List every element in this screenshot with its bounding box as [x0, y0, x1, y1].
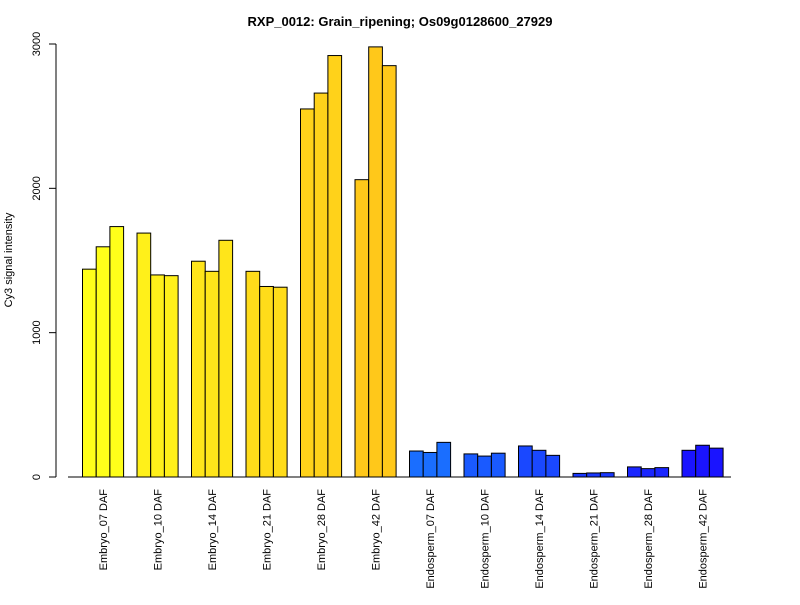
category-label: Endosperm_10 DAF	[480, 489, 492, 589]
bar	[490, 452, 506, 478]
bar	[518, 445, 533, 478]
bar	[436, 441, 452, 478]
bar	[245, 270, 261, 478]
bar	[136, 232, 152, 478]
bar	[572, 472, 588, 478]
bar	[708, 447, 724, 478]
y-axis: 0 1000 2000 3000	[31, 32, 57, 480]
bar	[531, 449, 547, 478]
bar	[586, 472, 601, 478]
category-label: Embryo_14 DAF	[207, 489, 219, 571]
bar	[599, 472, 615, 478]
bar	[627, 466, 642, 478]
bar	[545, 454, 561, 478]
category-label: Embryo_10 DAF	[153, 489, 165, 571]
y-axis-label: Cy3 signal intensity	[3, 212, 15, 307]
bar	[368, 46, 383, 478]
bar	[150, 274, 165, 478]
y-tick-label: 1000	[31, 320, 43, 344]
bar	[409, 450, 424, 478]
bar	[463, 453, 479, 478]
bar	[272, 286, 288, 478]
category-label: Embryo_28 DAF	[316, 489, 328, 571]
chart-title: RXP_0012: Grain_ripening; Os09g0128600_2…	[248, 14, 553, 29]
category-label: Endosperm_21 DAF	[589, 489, 601, 589]
category-label: Embryo_21 DAF	[262, 489, 274, 571]
bar	[259, 285, 274, 478]
y-tick-label: 2000	[31, 176, 43, 200]
category-labels: Embryo_07 DAF Embryo_10 DAF Embryo_14 DAF E…	[98, 489, 710, 589]
bar	[82, 268, 97, 478]
category-label: Endosperm_14 DAF	[534, 489, 546, 589]
bar	[191, 260, 206, 478]
bar	[477, 455, 492, 478]
y-tick-label: 0	[31, 474, 43, 480]
bar	[204, 270, 220, 478]
bar	[313, 92, 329, 478]
bar	[218, 239, 234, 478]
bar	[95, 246, 111, 478]
bar	[354, 179, 370, 478]
bar	[300, 108, 315, 478]
category-label: Endosperm_42 DAF	[698, 489, 710, 589]
y-tick-label: 3000	[31, 32, 43, 56]
bar	[327, 55, 343, 478]
category-label: Embryo_42 DAF	[371, 489, 383, 571]
bar	[681, 449, 697, 478]
bar	[109, 226, 125, 478]
category-label: Endosperm_07 DAF	[425, 489, 437, 589]
bar	[422, 451, 438, 478]
bar	[163, 275, 179, 478]
bar-series	[82, 46, 724, 478]
category-label: Embryo_07 DAF	[98, 489, 110, 571]
bar	[640, 468, 656, 478]
bar	[381, 65, 397, 478]
bar	[695, 444, 710, 478]
category-label: Endosperm_28 DAF	[643, 489, 655, 589]
bar	[654, 467, 670, 478]
